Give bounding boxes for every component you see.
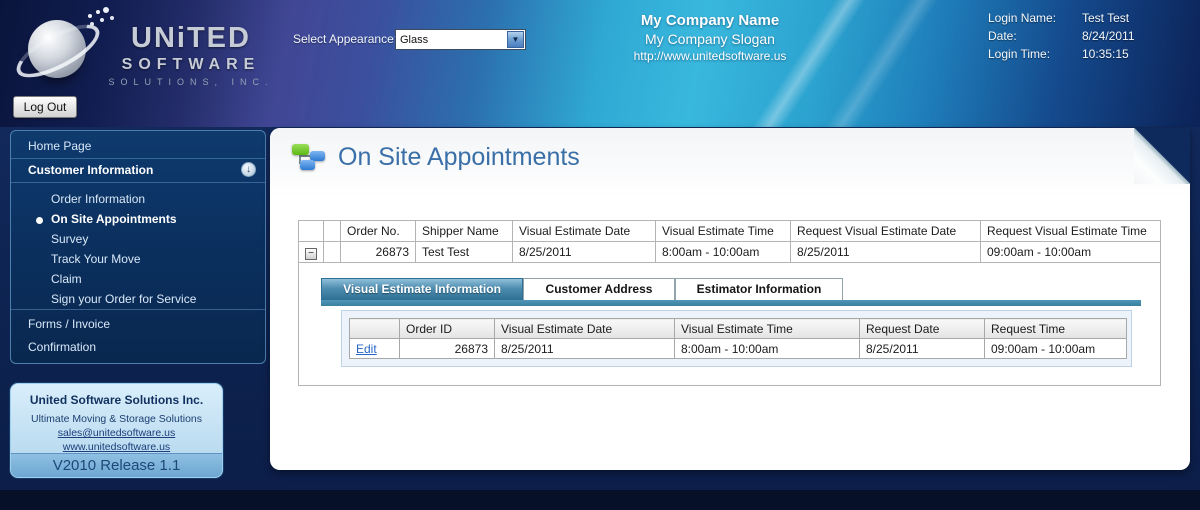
active-item-bullet-icon	[36, 217, 43, 224]
visual-estimate-date-cell: 8/25/2011	[512, 241, 656, 263]
appointment-detail-panel: Visual Estimate Information Customer Add…	[298, 262, 1161, 386]
request-visual-estimate-time-cell: 09:00am - 10:00am	[980, 241, 1161, 263]
tab-estimator-information[interactable]: Estimator Information	[675, 278, 843, 300]
logo-text-united: UNiTED	[131, 22, 251, 54]
appearance-select[interactable]: Glass ▼	[395, 29, 526, 50]
collapse-row-button[interactable]: −	[305, 247, 317, 260]
logo-text-solutions: SOLUTIONS, INC.	[108, 77, 274, 87]
column-header-expand	[298, 220, 324, 242]
globe-logo-icon	[28, 20, 86, 78]
order-id-cell: 26873	[399, 338, 495, 359]
sidebar-item-storage[interactable]: Storage	[11, 359, 265, 363]
vendor-subtitle: Ultimate Moving & Storage Solutions	[31, 413, 202, 425]
shipper-name-cell: Test Test	[415, 241, 513, 263]
sidebar-item-claim[interactable]: Claim	[51, 272, 82, 286]
sidebar-nav: Home Page Customer Information ↓ Order I…	[10, 130, 266, 364]
sidebar-item-home-page[interactable]: Home Page	[11, 135, 265, 159]
company-name: My Company Name	[640, 12, 780, 29]
request-time-cell: 09:00am - 10:00am	[984, 338, 1127, 359]
header-banner	[0, 0, 1200, 127]
globe-dots-icon	[88, 14, 92, 18]
company-url: http://www.unitedsoftware.us	[633, 49, 787, 63]
column-header-request-time: Request Time	[984, 318, 1127, 339]
sitemap-icon	[292, 142, 326, 172]
logo-text-software: SOFTWARE	[121, 56, 261, 73]
visual-estimate-panel: Order ID Visual Estimate Date Visual Est…	[341, 310, 1132, 367]
vendor-title: United Software Solutions Inc.	[29, 393, 204, 407]
login-time-value: 10:35:15	[1082, 47, 1129, 61]
edit-link[interactable]: Edit	[356, 341, 377, 356]
sidebar-item-customer-information[interactable]: Customer Information ↓	[11, 159, 265, 183]
visual-estimate-table: Order ID Visual Estimate Date Visual Est…	[349, 318, 1127, 359]
request-visual-estimate-date-cell: 8/25/2011	[790, 241, 981, 263]
request-date-cell: 8/25/2011	[859, 338, 985, 359]
column-header-visual-estimate-time: Visual Estimate Time	[655, 220, 791, 242]
tab-strip-bar	[321, 300, 1141, 306]
login-name-label: Login Name:	[988, 11, 1057, 25]
log-out-button[interactable]: Log Out	[13, 96, 77, 118]
appointments-table: Order No. Shipper Name Visual Estimate D…	[298, 220, 1161, 386]
sidebar-item-order-information[interactable]: Order Information	[51, 192, 146, 206]
login-name-value: Test Test	[1082, 11, 1130, 25]
column-header-request-date: Request Date	[859, 318, 985, 339]
date-value: 8/24/2011	[1082, 29, 1135, 43]
login-time-label: Login Time:	[988, 47, 1051, 61]
vendor-info-box: United Software Solutions Inc. Ultimate …	[10, 383, 223, 478]
detail-row: Edit 26873 8/25/2011 8:00am - 10:00am 8/…	[349, 338, 1127, 359]
sidebar-item-sign-order[interactable]: Sign your Order for Service	[11, 289, 265, 310]
column-header-shipper-name: Shipper Name	[415, 220, 513, 242]
appointments-header-row: Order No. Shipper Name Visual Estimate D…	[298, 220, 1161, 242]
column-header-detail-visual-estimate-date: Visual Estimate Date	[494, 318, 675, 339]
version-label: V2010 Release 1.1	[11, 453, 222, 477]
company-info: My Company Name My Company Slogan http:/…	[560, 12, 860, 63]
section-collapse-arrow-icon[interactable]: ↓	[241, 162, 256, 177]
sidebar-item-forms-invoice[interactable]: Forms / Invoice	[28, 317, 111, 331]
page-curl-decoration	[1134, 128, 1190, 184]
main-content-panel: On Site Appointments Order No. Shipper N…	[270, 128, 1190, 470]
column-header-request-visual-estimate-time: Request Visual Estimate Time	[980, 220, 1161, 242]
tab-customer-address[interactable]: Customer Address	[523, 278, 675, 300]
sidebar-item-survey[interactable]: Survey	[51, 232, 89, 246]
dropdown-arrow-icon[interactable]: ▼	[507, 31, 524, 48]
tab-visual-estimate-information[interactable]: Visual Estimate Information	[321, 278, 523, 300]
sidebar-item-on-site-appointments[interactable]: On Site Appointments	[11, 209, 265, 229]
visual-estimate-time-cell: 8:00am - 10:00am	[655, 241, 791, 263]
column-header-request-visual-estimate-date: Request Visual Estimate Date	[790, 220, 981, 242]
date-label: Date:	[988, 29, 1017, 43]
column-header-edit	[349, 318, 400, 339]
company-logo: UNiTED SOFTWARE SOLUTIONS, INC.	[9, 6, 280, 94]
vendor-email-link[interactable]: sales@unitedsoftware.us	[57, 427, 176, 439]
select-appearance-label: Select Appearance:	[293, 32, 398, 46]
sidebar-item-confirmation[interactable]: Confirmation	[28, 340, 97, 354]
company-slogan: My Company Slogan	[645, 31, 775, 47]
order-no-cell: 26873	[340, 241, 416, 263]
login-info: Login Name: Test Test Date: 8/24/2011 Lo…	[988, 11, 1135, 61]
detail-tabs: Visual Estimate Information Customer Add…	[321, 278, 1136, 300]
appearance-selected-value: Glass	[400, 33, 429, 46]
column-header-visual-estimate-date: Visual Estimate Date	[512, 220, 656, 242]
sidebar-item-track-your-move[interactable]: Track Your Move	[51, 252, 141, 266]
footer-strip	[0, 490, 1200, 510]
page-title: On Site Appointments	[338, 142, 580, 171]
column-header-order-id: Order ID	[399, 318, 495, 339]
detail-header-row: Order ID Visual Estimate Date Visual Est…	[349, 318, 1127, 339]
column-header-detail-visual-estimate-time: Visual Estimate Time	[674, 318, 860, 339]
vendor-website-link[interactable]: www.unitedsoftware.us	[62, 441, 171, 453]
appointment-row: − 26873 Test Test 8/25/2011 8:00am - 10:…	[298, 241, 1161, 263]
column-header-spacer	[323, 220, 341, 242]
column-header-order-no: Order No.	[340, 220, 416, 242]
detail-visual-estimate-time-cell: 8:00am - 10:00am	[674, 338, 860, 359]
detail-visual-estimate-date-cell: 8/25/2011	[494, 338, 675, 359]
